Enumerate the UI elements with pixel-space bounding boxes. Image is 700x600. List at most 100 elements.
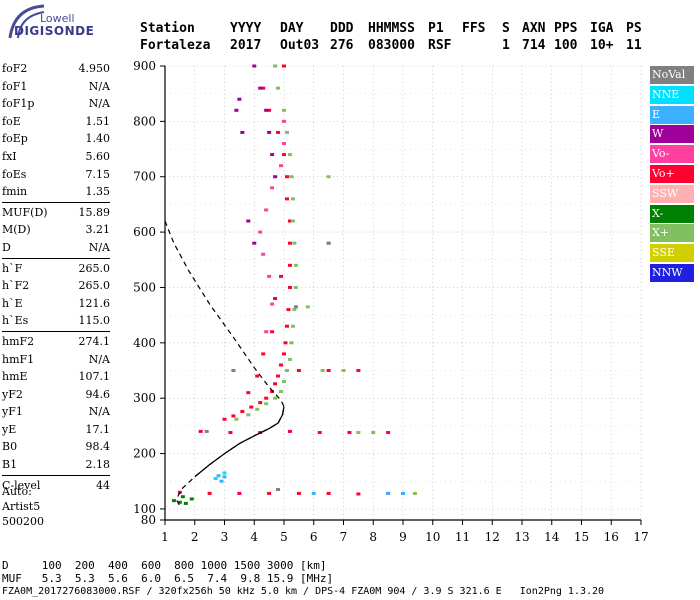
y-tick-label: 800 (133, 114, 156, 128)
param-row: foF1p N/A (2, 95, 110, 113)
y-tick-label: 400 (133, 336, 156, 350)
x-tick-label: 14 (544, 530, 560, 544)
echo-point-x- (279, 390, 284, 394)
echo-point-x- (264, 402, 269, 406)
echo-point-vo- (282, 119, 286, 123)
param-row: MUF(D) 15.89 (2, 204, 110, 222)
logo-arc-icon (8, 4, 45, 39)
x-tick-label: 6 (310, 530, 318, 544)
header-value-1: 2017 (230, 38, 262, 53)
density-profile (164, 220, 285, 507)
echo-point-vo- (287, 285, 292, 289)
header-label-10: IGA (590, 21, 614, 36)
legend-item-x-: X- (650, 204, 694, 223)
param-row: h`F2 265.0 (2, 277, 110, 295)
x-tick-label: 11 (455, 530, 470, 544)
param-label: h`F (2, 261, 23, 275)
echo-point-x- (293, 263, 298, 267)
echo-point-x- (282, 380, 286, 384)
echo-point-vo- (258, 230, 263, 234)
param-value: 7.15 (85, 167, 111, 181)
logo-digisonde: DIGISONDE (14, 24, 95, 38)
header-label-4: HHMMSS (368, 21, 415, 36)
header-value-7: 1 (502, 38, 510, 53)
header-label-9: PPS (554, 21, 578, 36)
echo-point-vo- (270, 330, 275, 334)
echo-point-e (386, 491, 391, 495)
param-label: foF1p (2, 97, 35, 111)
param-value: N/A (88, 405, 110, 419)
echo-point-vo- (276, 130, 281, 134)
footer-muf-line: MUF 5.3 5.3 5.6 6.0 6.5 7.4 9.8 15.9 [MH… (2, 572, 334, 585)
legend-item-w: W (650, 125, 694, 144)
profile-dashed-line (164, 220, 285, 507)
header-value-9: 100 (554, 38, 578, 53)
param-label: hmE (2, 370, 28, 384)
echo-point-vo- (246, 391, 251, 395)
footer-file-info: FZA0M_2017276083000.RSF / 320fx256h 50 k… (2, 586, 605, 597)
echo-point-vo- (282, 64, 286, 68)
auto-artist: Artist5 (2, 500, 41, 513)
echo-point-vo- (207, 491, 212, 495)
echo-point-x- (189, 497, 194, 501)
param-row: C-level 44 (2, 477, 110, 495)
y-tick-label: 80 (141, 513, 156, 527)
echo-point-vo- (286, 308, 291, 312)
echo-point-vo- (258, 401, 263, 405)
echo-point-x- (320, 369, 325, 373)
echo-point-nne (213, 476, 218, 480)
echo-point-vo- (264, 330, 269, 334)
param-row: foEs 7.15 (2, 166, 110, 184)
x-tick-label: 15 (574, 530, 589, 544)
echo-point-vo- (240, 409, 245, 413)
x-tick-label: 7 (340, 530, 348, 544)
echo-point-x- (255, 407, 260, 411)
param-row: foE 1.51 (2, 113, 110, 131)
param-value: 4.950 (78, 62, 111, 75)
header-label-7: S (502, 21, 510, 36)
x-tick-label: 2 (191, 530, 199, 544)
chart-axes: 1 2 3 4 5 6 7 8 9 10 11 12 13 14 15 16 17801002003004005… (133, 59, 649, 544)
param-value: 115.0 (78, 314, 111, 328)
param-row: h`F 265.0 (2, 260, 110, 278)
auto-code: 500200 (2, 515, 44, 528)
header-value-10: 10+ (590, 38, 614, 53)
param-separator (2, 257, 110, 259)
param-label: fxI (2, 149, 17, 163)
echo-point-x- (290, 197, 295, 201)
param-label: hmF1 (2, 352, 35, 366)
param-row: B1 2.18 (2, 456, 110, 474)
echo-point-x- (356, 431, 361, 435)
y-tick-label: 100 (133, 502, 156, 516)
param-row: B0 98.4 (2, 438, 110, 456)
echo-point-x- (341, 369, 346, 373)
echo-point-x- (282, 108, 286, 112)
x-tick-label: 13 (514, 530, 529, 544)
param-label: h`E (2, 296, 23, 310)
echo-point-vo- (249, 405, 254, 409)
param-value: 17.1 (85, 422, 111, 436)
echo-point-vo- (317, 431, 322, 435)
y-tick-label: 200 (133, 447, 156, 461)
x-tick-label: 4 (250, 530, 258, 544)
echo-point-w (252, 64, 257, 68)
echo-point-e (401, 491, 405, 495)
echo-point-vo- (283, 341, 288, 345)
param-row: hmF2 274.1 (2, 333, 110, 351)
echo-point-x- (290, 324, 295, 328)
legend-item-sse: SSE (650, 244, 694, 263)
header-value-4: 083000 (368, 38, 415, 53)
param-value: 2.18 (85, 458, 111, 472)
param-separator (2, 201, 110, 203)
y-tick-label: 300 (133, 391, 156, 405)
x-tick-label: 9 (399, 530, 407, 544)
echo-point-vo- (356, 492, 361, 496)
echo-point-x- (180, 495, 185, 499)
echo-point-x- (293, 285, 298, 289)
echo-point-vo- (279, 164, 284, 168)
param-label: M(D) (2, 223, 31, 237)
param-separator (2, 474, 110, 476)
echo-point-vo- (356, 369, 361, 373)
echo-point-vo- (231, 414, 236, 418)
header-label-1: YYYY (230, 21, 262, 36)
